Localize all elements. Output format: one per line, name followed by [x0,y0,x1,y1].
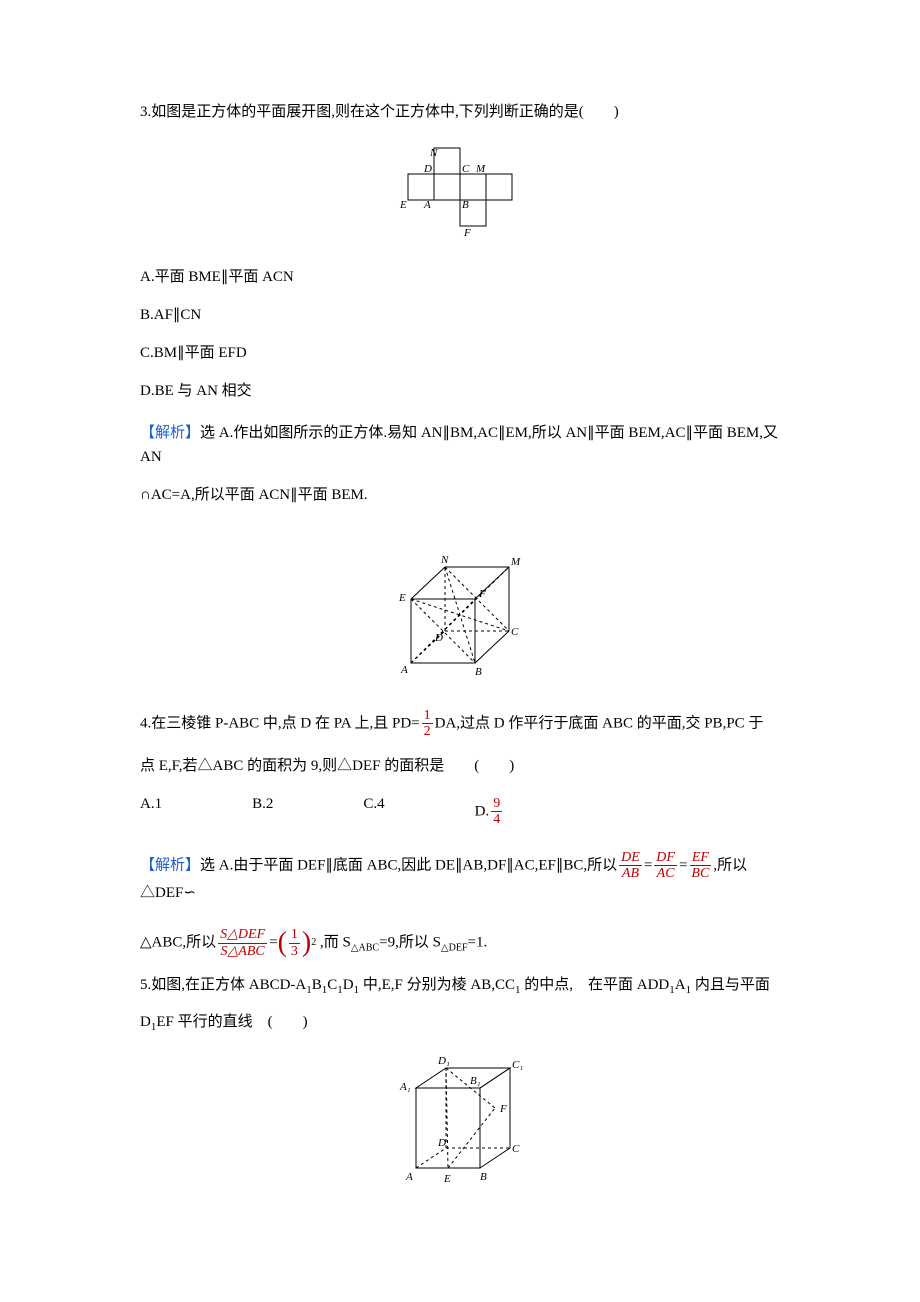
frac-num: EF [690,850,711,866]
frac-num: DF [654,850,677,866]
t-a: A [675,977,686,993]
sub-def: △DEF [441,943,468,954]
svg-text:C: C [511,626,519,638]
svg-text:A: A [405,1171,413,1183]
frac-num: 1 [422,708,433,724]
svg-text:F: F [478,588,486,600]
svg-text:E: E [399,199,407,211]
squared-frac: (13)2 [278,927,317,959]
q5-d: D [140,1014,151,1030]
q5-pre: 5.如图,在正方体 ABCD-A [140,977,306,993]
svg-text:D: D [434,632,443,644]
frac-half: 12 [422,708,433,740]
svg-text:D₁: D₁ [437,1055,450,1067]
q4-option-d: D.94 [475,796,505,828]
q4-analysis-line2: △ABC,所以S△DEFS△ABC=(13)2 ,而 S△ABC=9,所以 S△… [140,927,780,959]
svg-text:D: D [437,1137,446,1149]
svg-text:B: B [462,199,469,211]
cube-ef-icon: D₁ C₁ A₁ B₁ F D C A E B [380,1052,540,1202]
q5-mid: 中,E,F 分别为棱 AB,CC [359,977,515,993]
frac-den: AC [655,866,677,881]
frac-den: 3 [289,944,300,959]
svg-text:M: M [475,163,486,175]
q3-option-c: C.BM∥平面 EFD [140,341,780,365]
frac-num: S△DEF [218,927,267,943]
svg-text:N: N [440,554,449,566]
q5-end: 内且与平面 [691,977,770,993]
analysis-label: 【解析】 [140,857,200,873]
eq-sign: = [679,857,687,873]
q5-stem-line1: 5.如图,在正方体 ABCD-A1B1C1D1 中,E,F 分别为棱 AB,CC… [140,973,780,1000]
svg-text:M: M [510,556,521,568]
frac-den: AB [620,866,641,881]
q3-option-d: D.BE 与 AN 相交 [140,379,780,403]
q4-option-a: A.1 [140,796,162,828]
q3-analysis-line1: 【解析】选 A.作出如图所示的正方体.易知 AN∥BM,AC∥EM,所以 AN∥… [140,421,780,469]
svg-text:N: N [429,147,438,159]
svg-text:B: B [475,666,482,678]
q4-analysis-line1: 【解析】选 A.由于平面 DEF∥底面 ABC,因此 DE∥AB,DF∥AC,E… [140,850,780,906]
q3-analysis-line2: ∩AC=A,所以平面 ACN∥平面 BEM. [140,483,780,507]
frac-num: 1 [289,927,300,943]
cube-3d-icon: N M E F C D A B [375,523,545,683]
q4-ana-pre: 选 A.由于平面 DEF∥底面 ABC,因此 DE∥AB,DF∥AC,EF∥BC… [200,857,617,873]
frac-den: 4 [491,812,502,827]
q4-stem-line2: 点 E,F,若△ABC 的面积为 9,则△DEF 的面积是 ( ) [140,754,780,778]
area-ratio-frac: S△DEFS△ABC [218,927,267,959]
frac-9-4: 94 [491,796,502,828]
frac-den: S△ABC [219,944,267,959]
cube-net-icon: N D C M E A B F [380,140,540,240]
q5-l2-post: EF 平行的直线 ( ) [156,1014,307,1030]
q4-stem-line1: 4.在三棱锥 P-ABC 中,点 D 在 PA 上,且 PD=12DA,过点 D… [140,708,780,740]
svg-text:C: C [512,1143,520,1155]
q4-stem-pre: 4.在三棱锥 P-ABC 中,点 D 在 PA 上,且 PD= [140,715,420,731]
q3-stem: 3.如图是正方体的平面展开图,则在这个正方体中,下列判断正确的是( ) [140,100,780,124]
q5-cube-figure: D₁ C₁ A₁ B₁ F D C A E B [140,1052,780,1207]
q4-ana2-mid1: ,而 S [316,935,351,951]
q3-option-a: A.平面 BME∥平面 ACN [140,265,780,289]
svg-text:B: B [480,1171,487,1183]
sub-abc: △ABC [351,943,379,954]
t-b: B [312,977,322,993]
q4-eq9: =9,所以 S [379,935,441,951]
svg-text:C₁: C₁ [512,1059,523,1071]
q5-post: 的中点, 在平面 ADD [521,977,670,993]
svg-text:F: F [499,1103,507,1115]
q3-analysis-text1: 选 A.作出如图所示的正方体.易知 AN∥BM,AC∥EM,所以 AN∥平面 B… [140,425,778,465]
eq-sign: = [269,935,277,951]
q4-stem-post: DA,过点 D 作平行于底面 ABC 的平面,交 PB,PC 于 [435,715,764,731]
t-c: C [327,977,337,993]
svg-text:E: E [398,592,406,604]
q4-eq1: =1. [468,935,488,951]
svg-text:A₁: A₁ [399,1081,411,1093]
frac-den: BC [689,866,711,881]
svg-text:A: A [400,664,408,676]
svg-text:A: A [423,199,431,211]
q4-options: A.1 B.2 C.4 D.94 [140,796,780,828]
q4-option-c: C.4 [363,796,384,828]
q4-d-prefix: D. [475,803,490,819]
q4-option-b: B.2 [252,796,273,828]
q5-stem-line2: D1EF 平行的直线 ( ) [140,1010,780,1037]
eq-sign: = [644,857,652,873]
frac-den: 2 [422,724,433,739]
svg-text:E: E [443,1173,451,1185]
frac-num: DE [619,850,642,866]
svg-text:F: F [463,227,471,239]
frac-num: 9 [491,796,502,812]
svg-text:C: C [462,163,470,175]
ratio-ef-bc: EFBC [689,850,711,882]
q3-unfold-figure: N D C M E A B F [140,140,780,245]
svg-text:D: D [423,163,432,175]
q4-ana2-pre: △ABC,所以 [140,935,216,951]
ratio-df-ac: DFAC [654,850,677,882]
q3-cube-figure: N M E F C D A B [140,523,780,688]
t-d: D [343,977,354,993]
analysis-label: 【解析】 [140,425,200,441]
ratio-de-ab: DEAB [619,850,642,882]
q3-option-b: B.AF∥CN [140,303,780,327]
svg-text:B₁: B₁ [470,1075,481,1087]
